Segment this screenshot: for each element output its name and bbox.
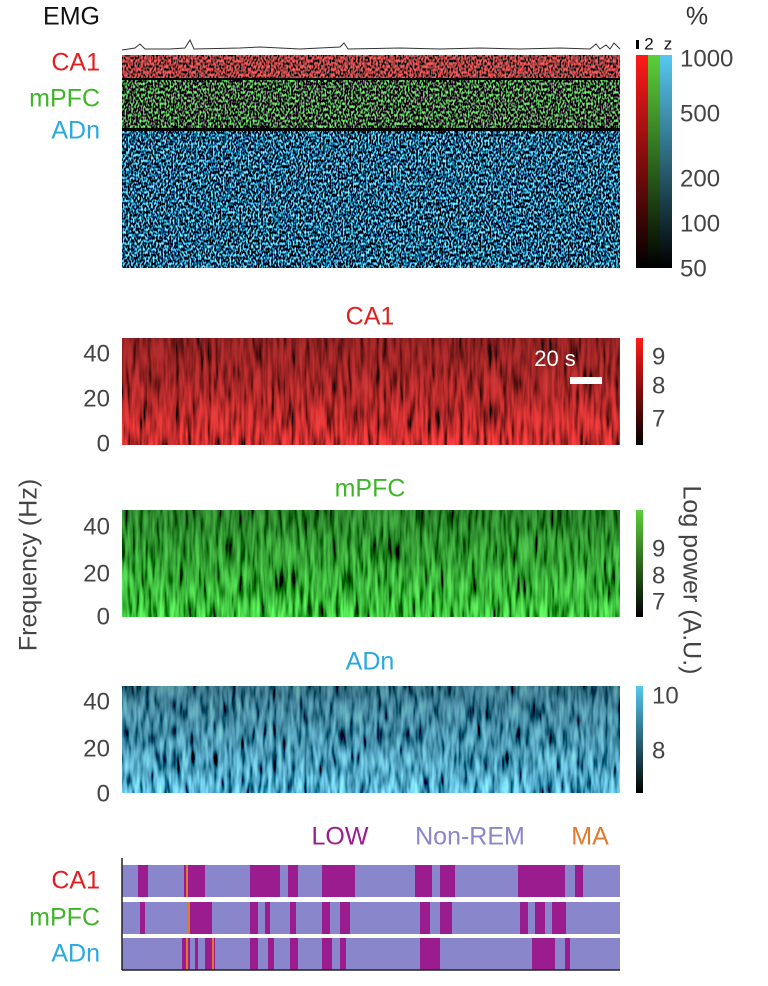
y-tick-label: 20: [83, 385, 110, 412]
y-tick-label: 20: [83, 560, 110, 587]
state-segment: [212, 938, 214, 970]
panel-title: CA1: [346, 303, 395, 331]
colorbar-tick-label: 100: [680, 210, 720, 237]
state-segment: [250, 902, 258, 934]
state-segment: [138, 865, 148, 897]
colorbar-tick-label: 9: [652, 343, 665, 370]
row-label: ADn: [51, 940, 100, 968]
scale-bar: [570, 377, 602, 384]
spectrogram-shade: [122, 510, 620, 617]
state-segment: [532, 938, 555, 970]
state-segment: [188, 902, 190, 934]
colorbar-unit: %: [686, 3, 708, 31]
emg-trace: [121, 38, 621, 51]
colorbar-ticks: 1000 500 200 100 50: [680, 45, 733, 282]
colorbar-tick-label: 9: [652, 535, 665, 562]
colorbar-tick-label: 500: [680, 100, 720, 127]
colorbar-tick-label: 50: [680, 255, 707, 282]
raster-label: mPFC: [29, 85, 100, 113]
y-tick-label: 0: [97, 780, 110, 807]
y-tick-label: 0: [97, 603, 110, 630]
raster-mpfc: [122, 80, 620, 128]
state-segment: [195, 938, 198, 970]
state-segment: [265, 902, 270, 934]
raster-adn: [122, 131, 620, 268]
state-rows: CA1 mPFC ADn: [29, 865, 620, 970]
state-segment: [186, 865, 188, 897]
colorbar-tick-label: 200: [680, 165, 720, 192]
y-tick-label: 40: [83, 340, 110, 367]
panel-title: mPFC: [335, 475, 406, 503]
scale-bar-label: 20 s: [534, 346, 576, 371]
state-segment: [290, 938, 298, 970]
state-segment: [190, 902, 212, 934]
state-segment: [322, 865, 355, 897]
state-segment: [340, 938, 346, 970]
raster-label: CA1: [51, 49, 100, 77]
scale-label: z: [664, 34, 673, 53]
spectrogram-shade: [122, 338, 620, 445]
state-segment: [552, 902, 566, 934]
state-segment: [250, 865, 280, 897]
raster-label: EMG: [43, 3, 100, 31]
state-segment: [535, 902, 545, 934]
state-segment: [140, 902, 145, 934]
state-segment: [518, 865, 565, 897]
raster-label: ADn: [51, 117, 100, 145]
state-segment: [184, 865, 205, 897]
colorbar-tick-label: 7: [652, 405, 665, 432]
state-segment: [415, 865, 432, 897]
row-label: mPFC: [29, 904, 100, 932]
spectrogram-shade: [122, 686, 620, 793]
state-segment: [575, 865, 583, 897]
y-tick-label: 0: [97, 430, 110, 457]
state-segment: [186, 938, 188, 970]
raster-ca1: [122, 55, 620, 78]
colorbar-tick-label: 8: [652, 562, 665, 589]
panel-title: ADn: [346, 648, 395, 676]
colorbar-tick-label: 8: [652, 737, 665, 764]
state-segment: [440, 865, 455, 897]
state-segment: [322, 902, 330, 934]
legend-entry: LOW: [312, 823, 369, 851]
state-segment: [340, 902, 350, 934]
scale-mark: [636, 40, 639, 49]
state-segment: [440, 902, 452, 934]
state-segment: [420, 938, 440, 970]
colorbar: [636, 55, 648, 268]
y-axis-label: Frequency (Hz): [15, 479, 43, 651]
row-label: CA1: [51, 867, 100, 895]
colorbar-tick-label: 8: [652, 372, 665, 399]
colorbar: [648, 55, 660, 268]
legend-entry: MA: [571, 823, 609, 851]
state-segment: [250, 938, 258, 970]
state-segment: [288, 865, 298, 897]
state-segment: [205, 938, 215, 970]
colorbar: [636, 510, 643, 617]
colorbar-label: Log power (A.U.): [677, 486, 705, 675]
scale-label: 2: [644, 34, 653, 53]
colorbar-tick-label: 7: [652, 588, 665, 615]
legend-entry: Non-REM: [415, 823, 525, 851]
colorbar: [636, 338, 643, 445]
colorbar-tick-label: 10: [652, 682, 679, 709]
y-tick-label: 40: [83, 513, 110, 540]
y-tick-label: 20: [83, 735, 110, 762]
colorbar-tick-label: 1000: [680, 45, 733, 72]
state-segment: [290, 902, 296, 934]
colorbar: [660, 55, 672, 268]
y-tick-label: 40: [83, 688, 110, 715]
state-segment: [520, 902, 528, 934]
state-segment: [565, 938, 570, 970]
state-segment: [322, 938, 332, 970]
state-segment: [420, 902, 430, 934]
state-segment: [268, 938, 274, 970]
colorbar: [636, 686, 643, 793]
